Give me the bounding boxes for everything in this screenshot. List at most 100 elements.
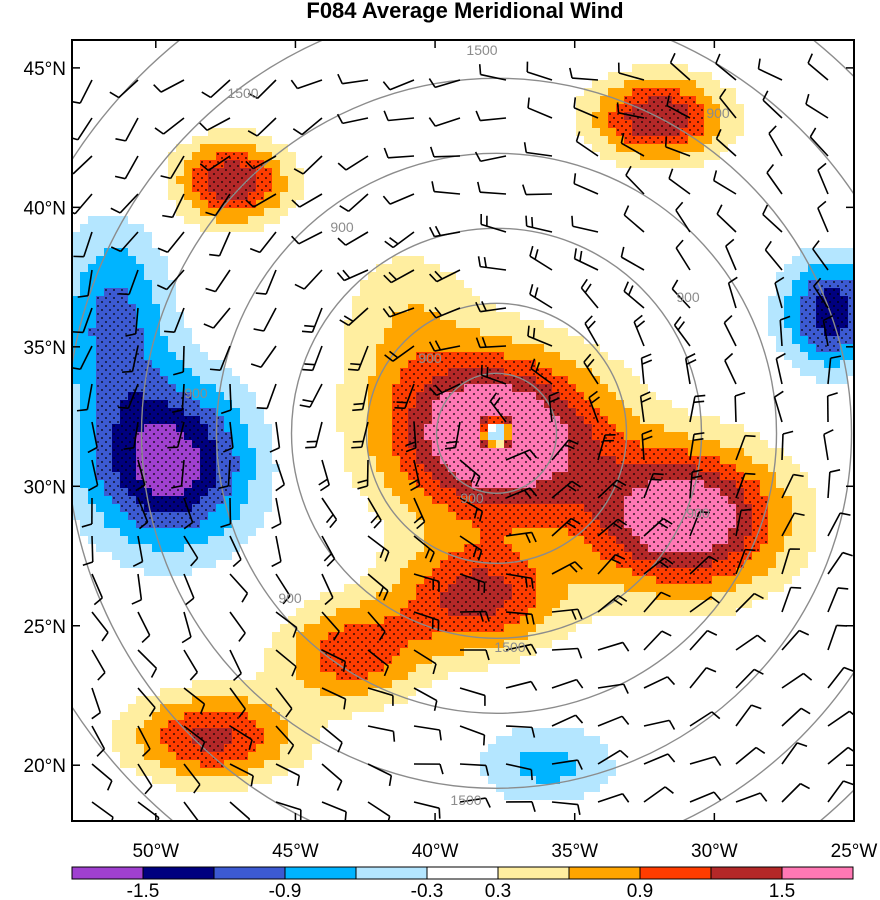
shading-cell <box>376 120 385 129</box>
shading-cell <box>104 144 113 153</box>
significance-stipple <box>472 384 481 393</box>
shading-cell <box>640 232 649 241</box>
shading-cell <box>632 160 641 169</box>
shading-cell <box>328 64 337 73</box>
significance-stipple <box>832 304 841 313</box>
shading-cell <box>736 72 745 81</box>
shading-cell <box>432 176 441 185</box>
shading-cell <box>168 216 177 225</box>
shading-cell <box>808 272 817 281</box>
shading-cell <box>832 112 841 121</box>
shading-cell <box>584 120 593 129</box>
shading-cell <box>232 136 241 145</box>
shading-cell <box>760 240 769 249</box>
shading-cell <box>648 400 657 409</box>
shading-cell <box>136 224 145 233</box>
shading-cell <box>552 216 561 225</box>
shading-cell <box>88 408 97 417</box>
shading-cell <box>760 312 769 321</box>
shading-cell <box>776 160 785 169</box>
shading-cell <box>96 248 105 257</box>
shading-cell <box>176 328 185 337</box>
shading-cell <box>480 104 489 113</box>
significance-stipple <box>808 336 817 345</box>
shading-cell <box>760 288 769 297</box>
shading-cell <box>416 296 425 305</box>
shading-cell <box>848 104 854 113</box>
shading-cell <box>424 48 433 57</box>
shading-cell <box>216 88 225 97</box>
shading-cell <box>768 56 777 65</box>
shading-cell <box>504 104 513 113</box>
shading-cell <box>656 160 665 169</box>
shading-cell <box>536 136 545 145</box>
shading-cell <box>152 48 161 57</box>
shading-cell <box>480 296 489 305</box>
shading-cell <box>184 216 193 225</box>
shading-cell <box>368 400 377 409</box>
shading-cell <box>368 264 377 273</box>
shading-cell <box>304 304 313 313</box>
shading-cell <box>480 56 489 65</box>
significance-stipple <box>552 376 561 385</box>
shading-cell <box>520 104 529 113</box>
shading-cell <box>680 360 689 369</box>
shading-cell <box>344 184 353 193</box>
shading-cell <box>816 136 825 145</box>
shading-cell <box>216 104 225 113</box>
shading-cell <box>104 264 113 273</box>
shading-cell <box>176 40 185 49</box>
shading-cell <box>200 112 209 121</box>
shading-cell <box>376 152 385 161</box>
shading-cell <box>344 144 353 153</box>
shading-cell <box>296 288 305 297</box>
shading-cell <box>552 272 561 281</box>
significance-stipple <box>800 328 809 337</box>
shading-cell <box>704 160 713 169</box>
shading-cell <box>248 224 257 233</box>
significance-stipple <box>216 168 225 177</box>
shading-cell <box>680 232 689 241</box>
shading-cell <box>184 352 193 361</box>
shading-cell <box>152 120 161 129</box>
shading-cell <box>840 216 849 225</box>
shading-cell <box>696 224 705 233</box>
shading-cell <box>616 304 625 313</box>
shading-cell <box>248 304 257 313</box>
shading-cell <box>336 264 345 273</box>
shading-cell <box>544 272 553 281</box>
shading-cell <box>144 168 153 177</box>
shading-cell <box>616 208 625 217</box>
significance-stipple <box>200 160 209 169</box>
shading-cell <box>472 280 481 289</box>
shading-cell <box>480 64 489 73</box>
shading-cell <box>520 224 529 233</box>
shading-cell <box>568 280 577 289</box>
shading-cell <box>712 40 721 49</box>
shading-cell <box>760 232 769 241</box>
shading-cell <box>448 96 457 105</box>
shading-cell <box>704 240 713 249</box>
shading-cell <box>128 120 137 129</box>
shading-cell <box>152 272 161 281</box>
shading-cell <box>88 88 97 97</box>
shading-cell <box>840 272 849 281</box>
shading-cell <box>520 240 529 249</box>
significance-stipple <box>448 392 457 401</box>
shading-cell <box>648 48 657 57</box>
shading-cell <box>608 328 617 337</box>
shading-cell <box>360 88 369 97</box>
shading-cell <box>632 336 641 345</box>
shading-cell <box>152 216 161 225</box>
shading-cell <box>272 96 281 105</box>
shading-cell <box>768 392 777 401</box>
shading-cell <box>312 360 321 369</box>
shading-cell <box>608 248 617 257</box>
shading-cell <box>320 232 329 241</box>
shading-cell <box>840 240 849 249</box>
shading-cell <box>184 360 193 369</box>
shading-cell <box>376 184 385 193</box>
shading-cell <box>712 320 721 329</box>
shading-cell <box>568 128 577 137</box>
shading-cell <box>600 280 609 289</box>
